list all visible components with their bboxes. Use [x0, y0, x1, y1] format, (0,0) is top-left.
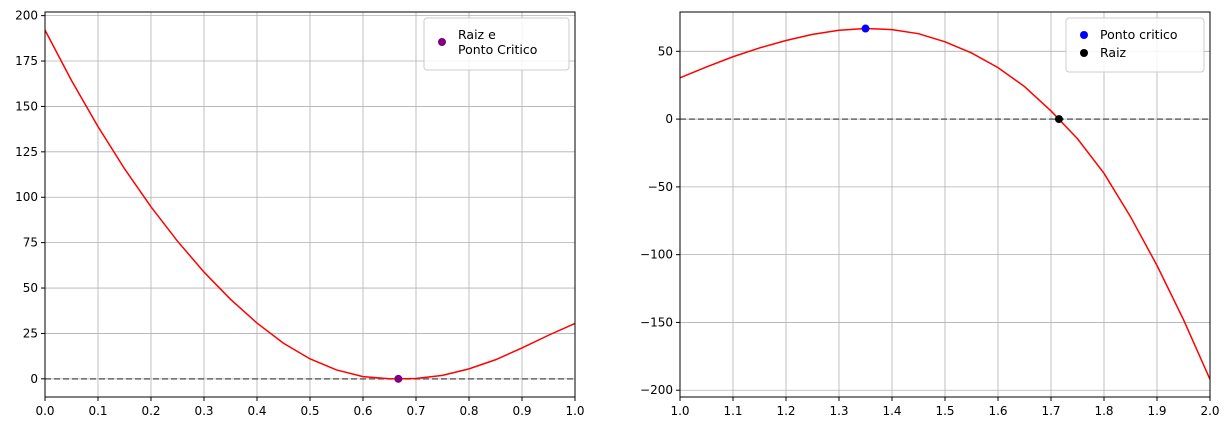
- y-tick-label: 25: [23, 326, 38, 340]
- x-tick-label: 1.4: [882, 404, 901, 418]
- right-plot: 1.0 1.1 1.2 1.3 1.4 1.5 1.6 1.7 1.8 1.9 2.0 −200 −15…: [640, 11, 1220, 418]
- x-tick-label: 0.3: [194, 404, 213, 418]
- function-curve: [680, 27, 1210, 380]
- y-tick-label: 50: [658, 44, 673, 58]
- legend-box: [1065, 17, 1205, 73]
- x-tick-label: 0.2: [141, 404, 160, 418]
- left-plot: 0.0 0.1 0.2 0.3 0.4 0.5 0.6 0.7 0.8 0.9 1.0 0 25 50 75…: [15, 9, 584, 418]
- marker-point: [1054, 115, 1063, 124]
- y-tick-label: −50: [648, 180, 673, 194]
- x-tick-label: 2.0: [1200, 404, 1219, 418]
- x-tick-label: 1.9: [1147, 404, 1166, 418]
- x-tick-label: 0.0: [35, 404, 54, 418]
- y-tick-label: −150: [640, 315, 673, 329]
- y-tick-label: 50: [23, 281, 38, 295]
- x-tick-label: 0.8: [459, 404, 478, 418]
- legend-label: Ponto Critico: [458, 42, 537, 57]
- x-tick-label: 1.5: [935, 404, 954, 418]
- legend-label: Raiz e: [458, 27, 496, 42]
- y-tick-label: 0: [30, 372, 38, 386]
- y-tick-label: −100: [640, 248, 673, 262]
- marker-point: [394, 374, 403, 383]
- legend: Ponto critico Raiz: [1065, 17, 1205, 73]
- x-tick-label: 1.0: [670, 404, 689, 418]
- function-curve: [45, 29, 575, 380]
- legend-label: Raiz: [1100, 45, 1127, 60]
- x-tick-label: 1.1: [723, 404, 742, 418]
- legend-box: [423, 17, 570, 71]
- y-tick-label: 150: [15, 99, 38, 113]
- y-tick-label: 125: [15, 145, 38, 159]
- y-tick-label: 175: [15, 54, 38, 68]
- legend-label: Ponto critico: [1100, 27, 1178, 42]
- x-tick-label: 0.6: [353, 404, 372, 418]
- x-tick-label: 1.8: [1094, 404, 1113, 418]
- x-tick-label: 1.7: [1041, 404, 1060, 418]
- x-tick-label: 1.2: [776, 404, 795, 418]
- x-tick-label: 1.3: [829, 404, 848, 418]
- y-tick-label: 200: [15, 9, 38, 23]
- x-tick-label: 1.6: [988, 404, 1007, 418]
- legend-marker: [438, 38, 446, 46]
- y-tick-label: 75: [23, 236, 38, 250]
- y-tick-label: 100: [15, 190, 38, 204]
- marker-point: [861, 24, 870, 33]
- x-tick-label: 0.7: [406, 404, 425, 418]
- x-tick-label: 0.5: [300, 404, 319, 418]
- x-tick-label: 0.1: [88, 404, 107, 418]
- legend-marker: [1080, 31, 1088, 39]
- legend-marker: [1080, 49, 1088, 57]
- y-tick-label: 0: [665, 112, 673, 126]
- y-tick-label: −200: [640, 383, 673, 397]
- x-tick-label: 0.9: [512, 404, 531, 418]
- x-tick-label: 0.4: [247, 404, 266, 418]
- x-tick-label: 1.0: [565, 404, 584, 418]
